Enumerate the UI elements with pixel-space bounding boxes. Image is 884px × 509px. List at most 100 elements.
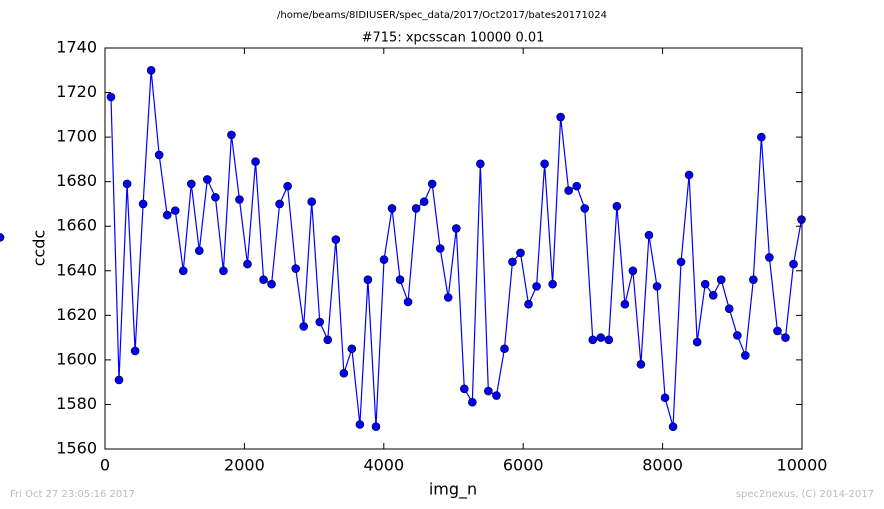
data-point: [708, 290, 718, 300]
data-point: [403, 297, 413, 307]
data-point: [668, 422, 678, 432]
data-point: [500, 344, 509, 354]
data-point: [315, 317, 325, 327]
data-point: [363, 275, 373, 284]
data-point: [684, 170, 694, 180]
y-tick-label: 1700: [56, 127, 97, 146]
data-point: [596, 333, 606, 342]
y-tick-label: 1580: [56, 394, 97, 413]
data-point: [757, 132, 766, 142]
data-point: [636, 360, 646, 369]
timestamp: Fri Oct 27 23:05:16 2017: [10, 489, 135, 500]
data-point: [676, 257, 686, 267]
data-point: [211, 192, 220, 202]
data-point: [347, 344, 357, 354]
suptitle: /home/beams/8IDIUSER/spec_data/2017/Oct2…: [277, 10, 607, 21]
x-axis-label: img_n: [429, 480, 477, 500]
data-point: [604, 335, 614, 345]
data-point: [0, 233, 5, 242]
data-point: [307, 197, 317, 207]
y-tick-label: 1640: [56, 260, 97, 279]
data-point: [644, 230, 654, 240]
data-point: [716, 275, 726, 284]
data-point: [612, 201, 622, 211]
data-point: [259, 275, 268, 284]
data-point: [765, 253, 774, 262]
data-point: [724, 304, 734, 313]
data-point: [178, 266, 188, 276]
data-point: [291, 264, 300, 273]
data-point: [749, 275, 758, 284]
x-tick-label: 4000: [363, 456, 404, 475]
data-point: [435, 244, 445, 253]
data-point: [628, 266, 638, 276]
data-point: [114, 375, 124, 385]
chart-title: #715: xpcsscan 10000 0.01: [362, 31, 545, 46]
data-point: [588, 335, 598, 345]
data-point: [251, 157, 260, 166]
data-point: [267, 279, 276, 289]
data-point: [443, 293, 453, 302]
data-point: [476, 159, 485, 169]
data-point: [323, 335, 333, 345]
x-tick-label: 10000: [777, 456, 828, 475]
data-point: [371, 422, 381, 432]
data-point: [564, 186, 573, 195]
data-point: [122, 179, 132, 189]
data-point: [781, 333, 790, 342]
data-point: [146, 65, 156, 75]
data-point: [379, 255, 389, 264]
data-point: [283, 181, 292, 191]
data-point: [524, 299, 533, 309]
data-point: [355, 420, 365, 429]
data-point: [468, 397, 477, 407]
data-point: [572, 181, 582, 191]
data-point: [387, 204, 397, 213]
data-point: [427, 179, 437, 189]
data-point: [789, 259, 798, 269]
data-point: [299, 322, 309, 331]
data-point: [652, 282, 662, 291]
data-point: [580, 204, 590, 213]
data-line: [110, 70, 803, 427]
data-point: [556, 112, 565, 122]
data-point: [620, 299, 630, 309]
data-point: [339, 368, 349, 378]
data-point: [451, 224, 461, 233]
plot-frame: [104, 47, 803, 450]
data-point: [395, 275, 405, 284]
y-tick-label: 1680: [56, 171, 97, 190]
data-point: [700, 279, 710, 289]
data-point: [492, 391, 501, 400]
data-point: [186, 179, 196, 189]
y-tick-label: 1740: [56, 38, 97, 57]
x-tick-label: 2000: [224, 456, 265, 475]
data-point: [235, 195, 244, 204]
data-point: [532, 282, 541, 291]
data-point: [138, 199, 148, 209]
credit: spec2nexus, (C) 2014-2017: [736, 489, 874, 500]
data-point: [741, 351, 750, 360]
y-axis-label: ccdc: [30, 230, 49, 267]
y-tick-label: 1720: [56, 82, 97, 101]
y-tick-label: 1600: [56, 349, 97, 368]
data-point: [516, 248, 525, 258]
data-point: [170, 206, 180, 215]
y-tick-label: 1620: [56, 305, 97, 324]
x-tick-label: 8000: [642, 456, 683, 475]
data-point: [484, 386, 493, 396]
data-point: [219, 266, 228, 276]
x-tick-label: 0: [100, 456, 110, 475]
x-tick-label: 6000: [503, 456, 544, 475]
y-tick-label: 1660: [56, 216, 97, 235]
data-point: [733, 331, 742, 340]
data-point: [508, 257, 517, 267]
data-point: [331, 235, 341, 244]
data-point: [773, 326, 782, 336]
y-tick-label: 1560: [56, 439, 97, 458]
data-point: [195, 246, 204, 256]
data-point: [130, 346, 140, 356]
data-point: [162, 210, 172, 220]
data-point: [227, 130, 236, 140]
data-point: [106, 92, 116, 102]
